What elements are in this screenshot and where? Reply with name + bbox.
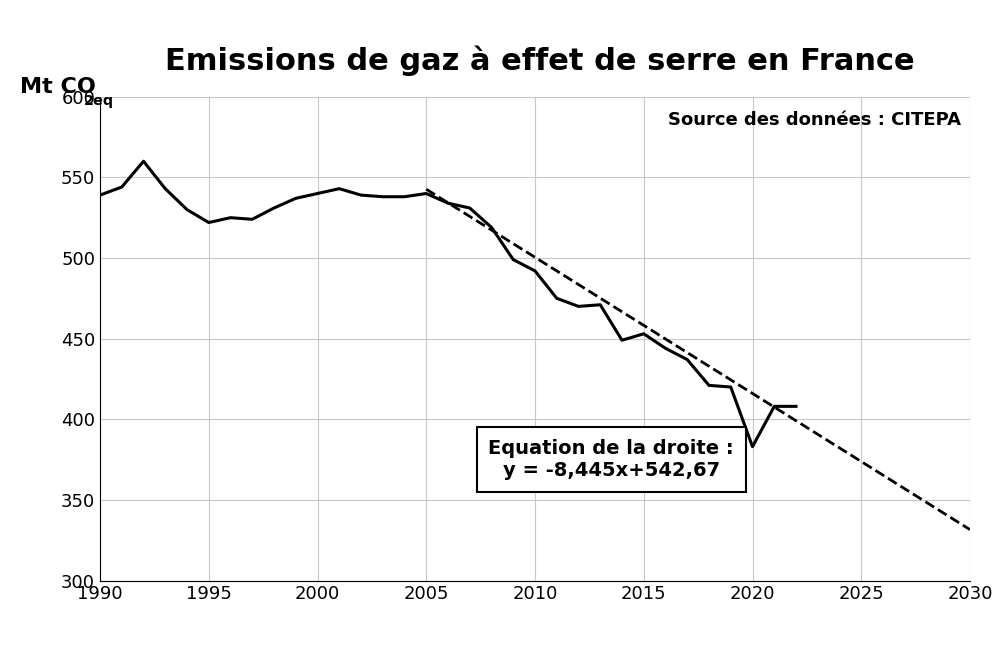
Text: 2eq: 2eq — [84, 94, 114, 108]
Text: Equation de la droite :
y = -8,445x+542,67: Equation de la droite : y = -8,445x+542,… — [488, 439, 734, 480]
Text: Emissions de gaz à effet de serre en France: Emissions de gaz à effet de serre en Fra… — [165, 45, 915, 75]
Text: Source des données : CITEPA: Source des données : CITEPA — [668, 112, 961, 129]
Text: Mt CO: Mt CO — [20, 77, 96, 97]
